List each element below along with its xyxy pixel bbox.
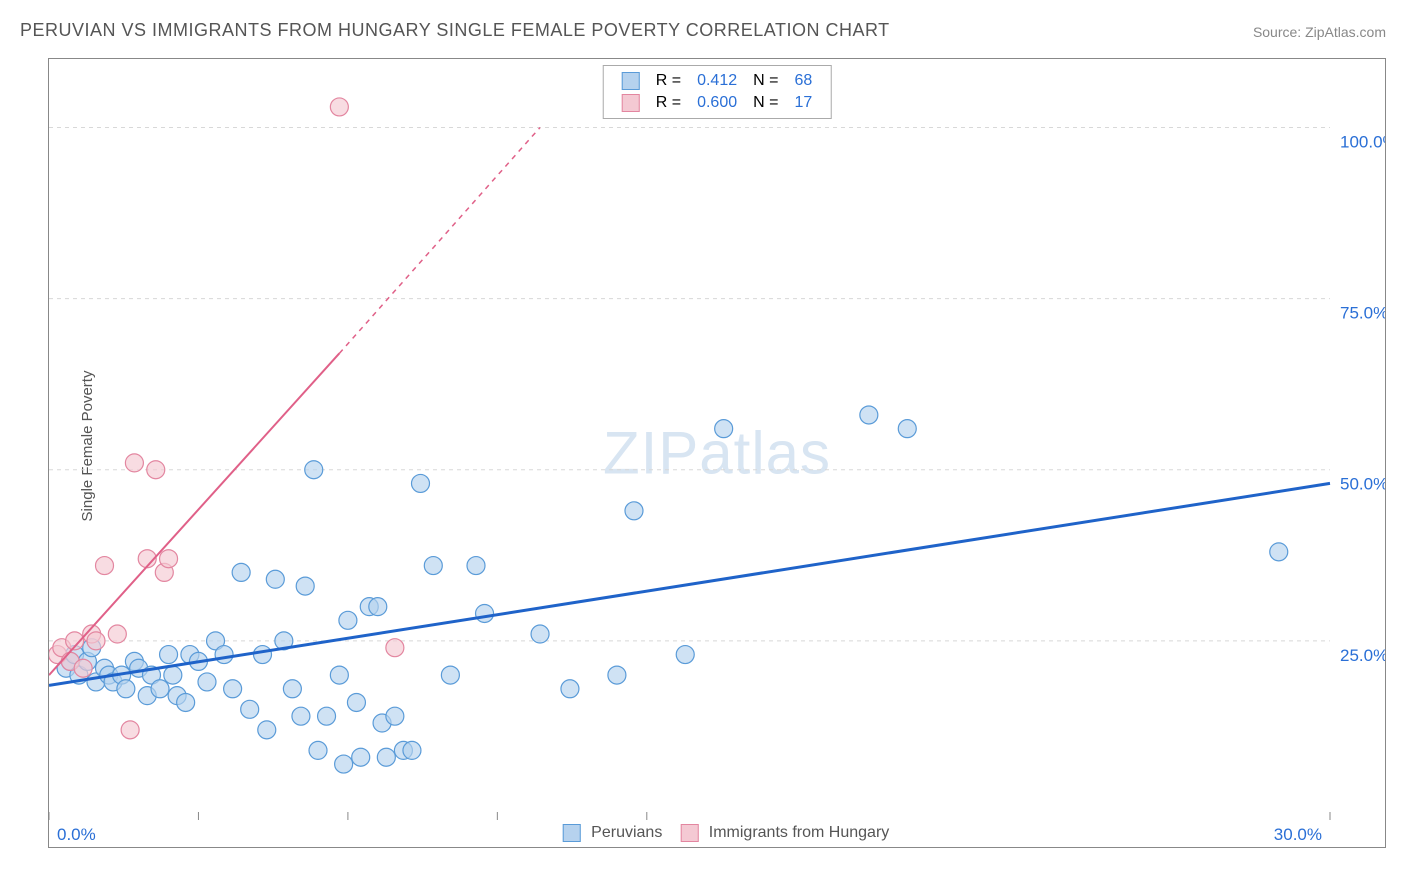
legend-swatch bbox=[563, 824, 581, 842]
y-tick-label: 25.0% bbox=[1340, 646, 1385, 665]
stats-n-label: N = bbox=[745, 70, 786, 92]
y-tick-label: 100.0% bbox=[1340, 132, 1385, 151]
trend-line-dashed-hungary bbox=[339, 127, 540, 353]
scatter-point-hungary bbox=[147, 461, 165, 479]
plot-svg: 25.0% 50.0% 75.0% 100.0% 0.0% 30.0% bbox=[49, 59, 1385, 847]
scatter-point-peruvians bbox=[296, 577, 314, 595]
scatter-point-peruvians bbox=[258, 721, 276, 739]
scatter-point-hungary bbox=[74, 659, 92, 677]
scatter-point-hungary bbox=[386, 639, 404, 657]
stats-swatch bbox=[622, 72, 640, 90]
y-tick-label: 50.0% bbox=[1340, 475, 1385, 494]
scatter-point-hungary bbox=[96, 557, 114, 575]
scatter-point-peruvians bbox=[164, 666, 182, 684]
scatter-point-peruvians bbox=[309, 741, 327, 759]
scatter-point-peruvians bbox=[151, 680, 169, 698]
scatter-point-peruvians bbox=[411, 474, 429, 492]
scatter-point-peruvians bbox=[377, 748, 395, 766]
scatter-point-peruvians bbox=[1270, 543, 1288, 561]
x-tick-label: 0.0% bbox=[57, 825, 96, 844]
scatter-point-peruvians bbox=[339, 611, 357, 629]
scatter-point-peruvians bbox=[352, 748, 370, 766]
scatter-point-peruvians bbox=[241, 700, 259, 718]
scatter-point-peruvians bbox=[608, 666, 626, 684]
scatter-point-peruvians bbox=[305, 461, 323, 479]
stats-n-label: N = bbox=[745, 92, 786, 114]
trend-line-hungary bbox=[49, 353, 339, 675]
scatter-point-peruvians bbox=[292, 707, 310, 725]
scatter-point-peruvians bbox=[386, 707, 404, 725]
stats-r-value: 0.600 bbox=[689, 92, 745, 114]
stats-row: R =0.600N =17 bbox=[614, 92, 821, 114]
scatter-point-hungary bbox=[160, 550, 178, 568]
scatter-point-peruvians bbox=[266, 570, 284, 588]
scatter-point-peruvians bbox=[347, 693, 365, 711]
scatter-point-peruvians bbox=[676, 646, 694, 664]
scatter-point-hungary bbox=[125, 454, 143, 472]
scatter-point-peruvians bbox=[476, 604, 494, 622]
scatter-point-peruvians bbox=[561, 680, 579, 698]
scatter-point-peruvians bbox=[232, 563, 250, 581]
scatter-point-peruvians bbox=[215, 646, 233, 664]
stats-swatch bbox=[622, 94, 640, 112]
scatter-point-peruvians bbox=[117, 680, 135, 698]
scatter-point-hungary bbox=[330, 98, 348, 116]
scatter-point-peruvians bbox=[335, 755, 353, 773]
source-attribution: Source: ZipAtlas.com bbox=[1253, 24, 1386, 40]
scatter-point-peruvians bbox=[198, 673, 216, 691]
scatter-point-peruvians bbox=[898, 420, 916, 438]
scatter-point-peruvians bbox=[531, 625, 549, 643]
scatter-point-peruvians bbox=[715, 420, 733, 438]
chart-frame: ZIPatlas 25.0%50.0%75.0%100.0%0.0%30.0% … bbox=[48, 58, 1386, 848]
scatter-point-peruvians bbox=[625, 502, 643, 520]
scatter-point-peruvians bbox=[424, 557, 442, 575]
stats-n-value: 17 bbox=[786, 92, 820, 114]
y-tick-label: 75.0% bbox=[1340, 304, 1385, 323]
scatter-point-peruvians bbox=[318, 707, 336, 725]
scatter-point-peruvians bbox=[160, 646, 178, 664]
series-legend: Peruvians Immigrants from Hungary bbox=[545, 824, 890, 842]
scatter-point-peruvians bbox=[403, 741, 421, 759]
scatter-point-peruvians bbox=[254, 646, 272, 664]
chart-title: PERUVIAN VS IMMIGRANTS FROM HUNGARY SING… bbox=[20, 20, 890, 41]
scatter-point-peruvians bbox=[467, 557, 485, 575]
legend-label: Peruvians bbox=[587, 824, 663, 841]
legend-swatch bbox=[680, 824, 698, 842]
scatter-point-hungary bbox=[108, 625, 126, 643]
scatter-point-peruvians bbox=[330, 666, 348, 684]
correlation-stats-box: R =0.412N =68R =0.600N =17 bbox=[603, 65, 832, 119]
scatter-point-peruvians bbox=[441, 666, 459, 684]
stats-r-label: R = bbox=[648, 70, 689, 92]
scatter-point-peruvians bbox=[177, 693, 195, 711]
scatter-point-peruvians bbox=[283, 680, 301, 698]
stats-row: R =0.412N =68 bbox=[614, 70, 821, 92]
scatter-point-hungary bbox=[121, 721, 139, 739]
scatter-point-peruvians bbox=[369, 598, 387, 616]
scatter-point-peruvians bbox=[224, 680, 242, 698]
x-tick-label: 30.0% bbox=[1274, 825, 1322, 844]
legend-label: Immigrants from Hungary bbox=[704, 824, 889, 841]
stats-r-value: 0.412 bbox=[689, 70, 745, 92]
scatter-point-hungary bbox=[87, 632, 105, 650]
stats-n-value: 68 bbox=[786, 70, 820, 92]
stats-r-label: R = bbox=[648, 92, 689, 114]
scatter-point-peruvians bbox=[860, 406, 878, 424]
